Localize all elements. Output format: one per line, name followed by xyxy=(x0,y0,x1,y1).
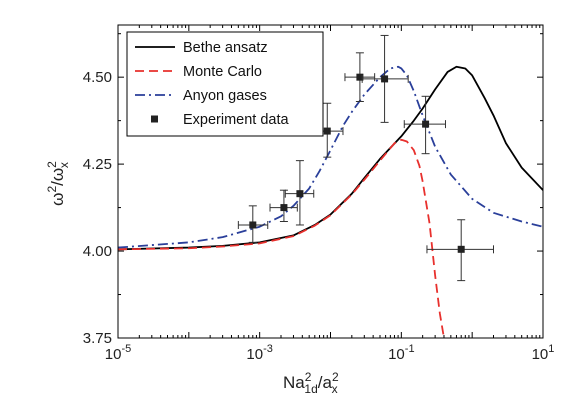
experiment-marker xyxy=(323,127,331,135)
series-line-1 xyxy=(118,138,445,338)
experiment-marker xyxy=(280,204,288,212)
legend-label: Experiment data xyxy=(183,112,290,128)
plot-area xyxy=(118,34,543,338)
experiment-point xyxy=(269,189,298,222)
legend-label: Monte Carlo xyxy=(183,64,262,80)
experiment-marker xyxy=(457,245,465,253)
experiment-point xyxy=(237,205,269,243)
axes: 10-5 10-3 10-1 101 3.75 4.00 4.25 4.50 Na2 1d/a2 x… xyxy=(45,24,555,396)
experiment-point xyxy=(344,52,376,103)
legend-swatch xyxy=(151,115,158,123)
y-tick-label: 4.25 xyxy=(83,156,112,173)
legend-label: Bethe ansatz xyxy=(183,40,268,56)
legend: Bethe ansatz Monte Carlo Anyon gases Experi… xyxy=(126,31,324,137)
x-tick-label: 10-3 xyxy=(246,343,272,363)
x-tick-label: 10-1 xyxy=(388,343,414,363)
legend-label: Anyon gases xyxy=(183,88,267,104)
x-axis-label: Na2 1d/a2 x xyxy=(283,370,339,396)
experiment-marker xyxy=(296,190,304,198)
x-tick-label: 10-5 xyxy=(105,343,131,363)
experiment-marker xyxy=(356,73,364,81)
y-tick-label: 4.00 xyxy=(83,243,112,260)
y-tick-label: 4.50 xyxy=(83,69,112,86)
experiment-marker xyxy=(422,120,430,128)
experiment-point xyxy=(403,95,446,155)
y-axis-label-group: ω2/ω2x xyxy=(45,161,71,206)
experiment-marker xyxy=(381,75,389,83)
series-line-2 xyxy=(118,65,543,249)
x-tick-label: 101 xyxy=(532,343,555,363)
series-line-0 xyxy=(118,65,543,251)
y-tick-label: 3.75 xyxy=(83,330,112,347)
experiment-point xyxy=(426,219,494,282)
y-axis-label: ω2/ω2x xyxy=(45,161,71,206)
experiment-point xyxy=(361,34,409,123)
legend-box xyxy=(126,31,324,137)
experiment-point xyxy=(284,160,315,226)
experiment-marker xyxy=(249,221,257,229)
